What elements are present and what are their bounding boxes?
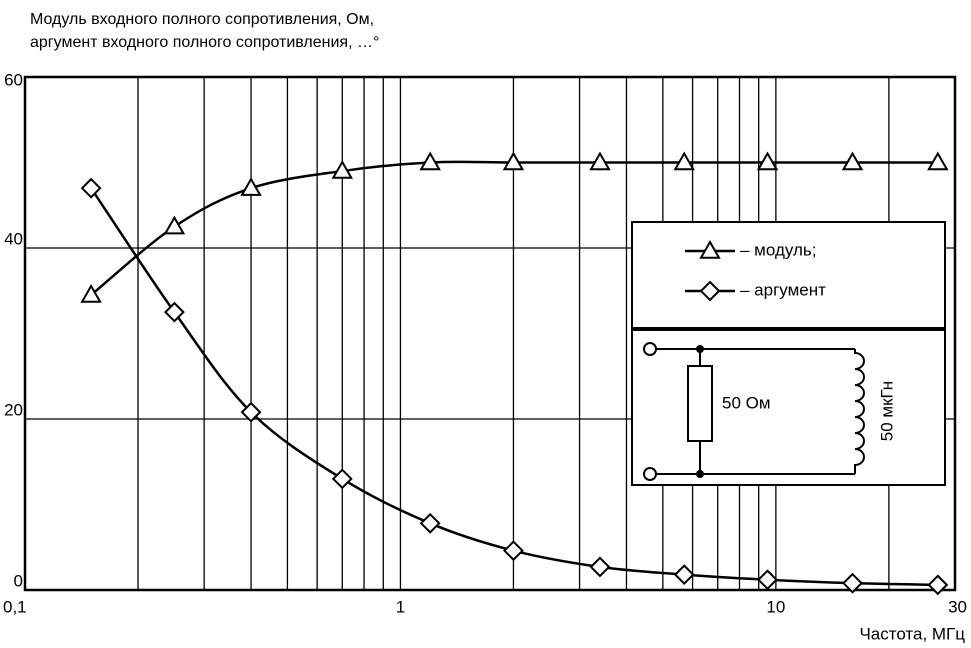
triangle-marker [589,151,611,171]
diamond-marker [503,540,524,562]
triangle-marker [756,151,779,171]
circuit-box [631,329,946,486]
triangle-marker [699,239,721,259]
legend: 50 Ом 50 мкГн – модуль; – аргумент [631,221,946,486]
triangle-marker [419,151,441,171]
y-tick-label: 40 [4,229,23,248]
legend-label: – модуль; [740,240,817,259]
triangle-marker [927,151,949,171]
triangle-marker [673,151,695,171]
diamond-marker [240,401,262,423]
plot-frame [23,75,957,592]
annotation: 50 Ом [722,393,771,412]
annotation: 50 мкГн [877,381,896,441]
triangle-marker [163,215,186,235]
x-tick-label: 1 [396,597,405,616]
x-axis-label: Частота, МГц [859,624,965,643]
triangle-marker [841,151,864,171]
triangle-marker [80,284,102,303]
x-tick-label: 30 [948,597,967,616]
diamond-marker [331,468,353,490]
y-tick-label: 20 [4,400,23,419]
circuit [643,342,865,481]
legend-box [631,221,946,329]
series-line [90,187,938,587]
diamond-marker [757,569,778,591]
diamond-marker [419,512,441,534]
triangle-marker [240,177,262,196]
diamond-marker [699,280,721,302]
chart-title: Модуль входного полного сопротивления, О… [30,11,374,28]
legend-label: – аргумент [740,280,826,299]
diamond-marker [842,572,863,594]
triangle-marker [502,151,525,171]
diamond-marker [80,177,102,199]
diamond-marker [589,556,611,578]
diamond-marker [673,564,695,586]
x-tick-label: 0,1 [3,597,27,616]
y-tick-label: 0 [14,571,23,590]
y-tick-label: 60 [4,70,23,89]
diamond-marker [163,301,185,323]
triangle-marker [331,160,354,179]
chart-title: аргумент входного полного сопротивления,… [30,34,379,51]
x-tick-label: 10 [766,597,785,616]
diamond-marker [927,574,949,596]
